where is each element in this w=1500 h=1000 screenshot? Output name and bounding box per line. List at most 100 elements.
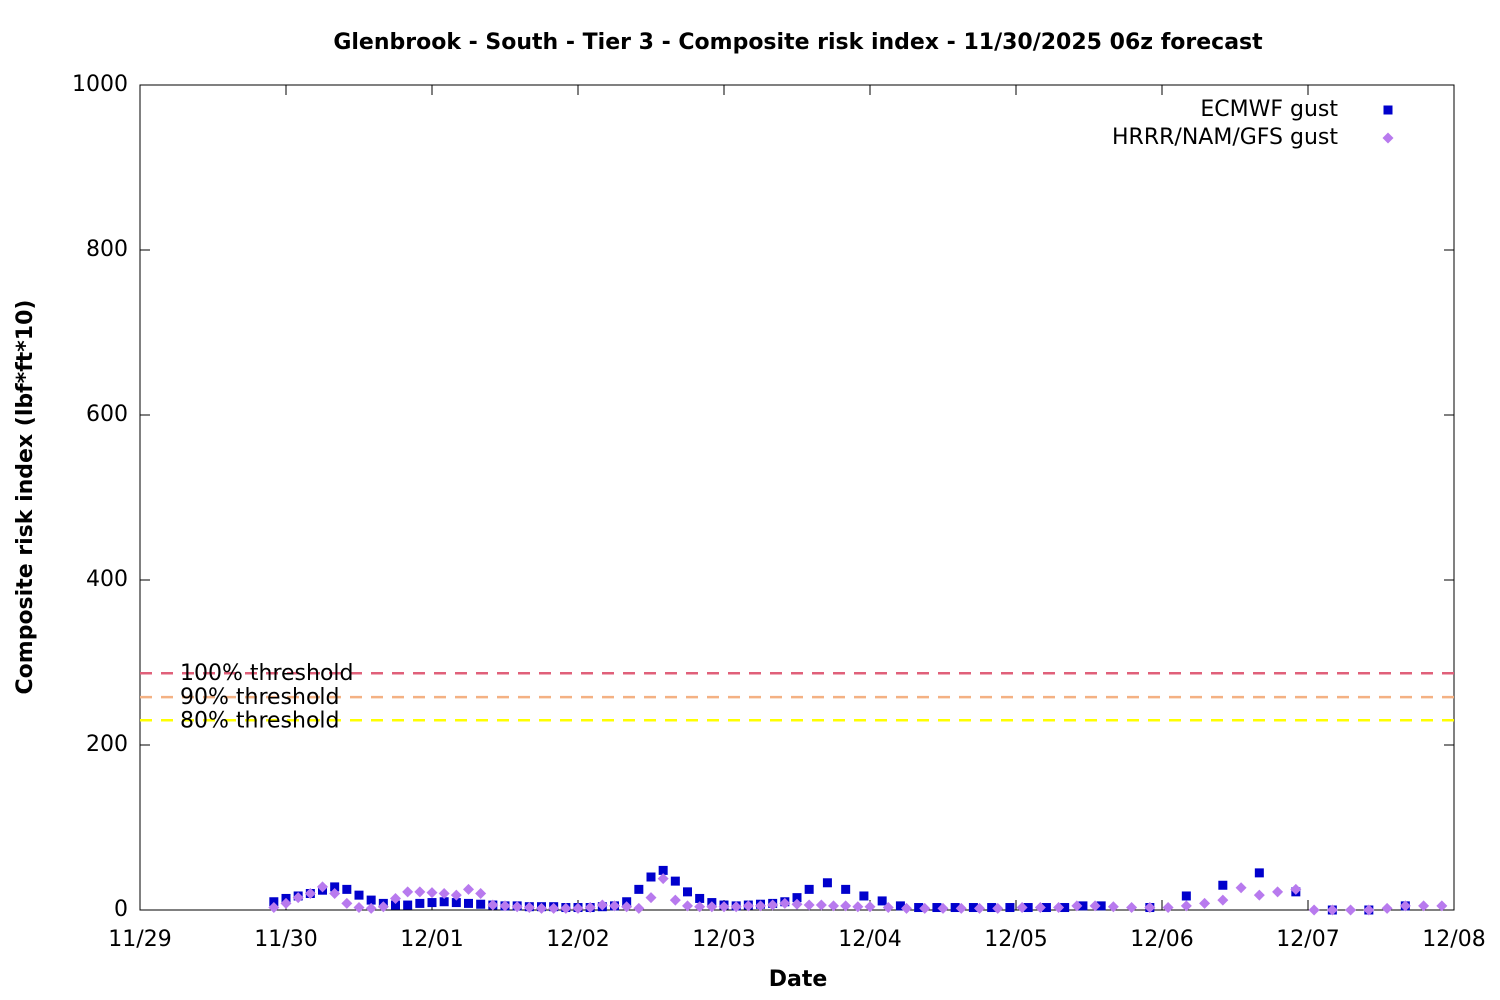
data-point xyxy=(670,876,680,886)
data-point xyxy=(1254,868,1264,878)
data-point xyxy=(683,887,692,897)
data-point xyxy=(415,898,425,908)
data-point xyxy=(1034,902,1046,914)
data-point xyxy=(1053,902,1065,914)
data-point xyxy=(1126,902,1138,914)
data-point xyxy=(1235,882,1247,894)
y-tick-label: 200 xyxy=(86,732,128,757)
data-point xyxy=(950,903,960,913)
data-point xyxy=(523,902,535,914)
data-point xyxy=(1345,904,1357,916)
y-axis-label: Composite risk index (lbf*ft*10) xyxy=(13,300,38,695)
data-point xyxy=(1180,900,1192,912)
data-point xyxy=(329,888,341,899)
data-point xyxy=(341,897,353,909)
x-tick-label: 11/29 xyxy=(108,927,171,952)
data-point xyxy=(317,881,328,893)
data-point xyxy=(1005,903,1015,913)
data-point xyxy=(815,899,827,911)
data-point xyxy=(682,900,693,912)
data-point xyxy=(658,865,668,875)
data-point xyxy=(377,901,389,913)
data-point xyxy=(669,894,681,906)
data-point xyxy=(864,901,876,913)
data-point xyxy=(463,883,474,895)
data-point xyxy=(742,900,754,912)
data-point xyxy=(560,902,572,914)
data-point xyxy=(767,899,779,911)
data-point xyxy=(1078,901,1088,911)
data-point xyxy=(280,897,292,909)
data-point xyxy=(932,903,942,913)
data-point xyxy=(354,890,364,900)
data-point xyxy=(1326,904,1338,916)
legend-label: ECMWF gust xyxy=(1200,97,1338,122)
data-point xyxy=(1107,901,1119,913)
threshold-label: 80% threshold xyxy=(180,708,340,733)
legend-marker xyxy=(1382,132,1394,144)
y-tick-label: 0 xyxy=(114,897,128,922)
data-point xyxy=(877,896,887,906)
data-point xyxy=(1071,900,1083,912)
data-point xyxy=(633,902,645,914)
data-point xyxy=(1181,891,1191,901)
data-point xyxy=(803,899,815,911)
data-point xyxy=(366,895,376,905)
x-tick-label: 12/02 xyxy=(546,927,609,952)
data-point xyxy=(895,901,905,911)
x-tick-label: 11/30 xyxy=(254,927,317,952)
y-tick-label: 1000 xyxy=(72,72,128,97)
data-point xyxy=(1290,883,1302,895)
data-point xyxy=(1023,903,1033,913)
data-point xyxy=(755,900,766,912)
data-point xyxy=(779,897,791,909)
x-tick-label: 12/03 xyxy=(692,927,755,952)
data-point xyxy=(572,902,584,914)
data-point xyxy=(269,897,279,907)
data-point xyxy=(840,900,852,912)
data-point xyxy=(1041,903,1051,913)
legend-marker xyxy=(1383,105,1393,115)
data-point xyxy=(365,902,377,914)
data-point xyxy=(596,899,608,911)
data-point xyxy=(1363,904,1375,916)
data-point xyxy=(657,873,669,885)
data-point xyxy=(464,898,473,908)
data-point xyxy=(1218,880,1228,890)
data-point xyxy=(718,901,730,913)
chart-title: Glenbrook - South - Tier 3 - Composite r… xyxy=(333,30,1263,55)
data-point xyxy=(292,892,304,904)
data-point xyxy=(634,884,644,894)
data-point xyxy=(1016,902,1028,914)
data-point xyxy=(427,898,437,908)
data-point xyxy=(1162,902,1174,914)
data-point xyxy=(609,900,620,912)
x-tick-label: 12/06 xyxy=(1130,927,1193,952)
data-point xyxy=(584,902,596,914)
data-point xyxy=(1060,903,1070,913)
data-point xyxy=(499,900,511,912)
data-point xyxy=(791,898,803,910)
data-point xyxy=(706,901,718,913)
data-point xyxy=(937,902,949,914)
data-point xyxy=(646,872,656,882)
data-point xyxy=(694,901,706,913)
data-point xyxy=(511,901,523,913)
x-tick-label: 12/07 xyxy=(1276,927,1339,952)
data-point xyxy=(536,902,547,914)
legend-label: HRRR/NAM/GFS gust xyxy=(1112,125,1338,150)
data-point xyxy=(268,902,280,914)
data-point xyxy=(1096,901,1106,911)
x-tick-label: 12/04 xyxy=(838,927,901,952)
y-tick-label: 800 xyxy=(86,237,128,262)
data-point xyxy=(439,897,449,907)
data-point xyxy=(450,889,462,901)
data-point xyxy=(391,900,400,910)
data-point xyxy=(403,900,413,910)
data-point xyxy=(621,901,633,913)
data-point xyxy=(1418,900,1430,912)
data-point xyxy=(804,884,814,894)
data-point xyxy=(730,901,742,913)
data-point xyxy=(792,893,802,903)
